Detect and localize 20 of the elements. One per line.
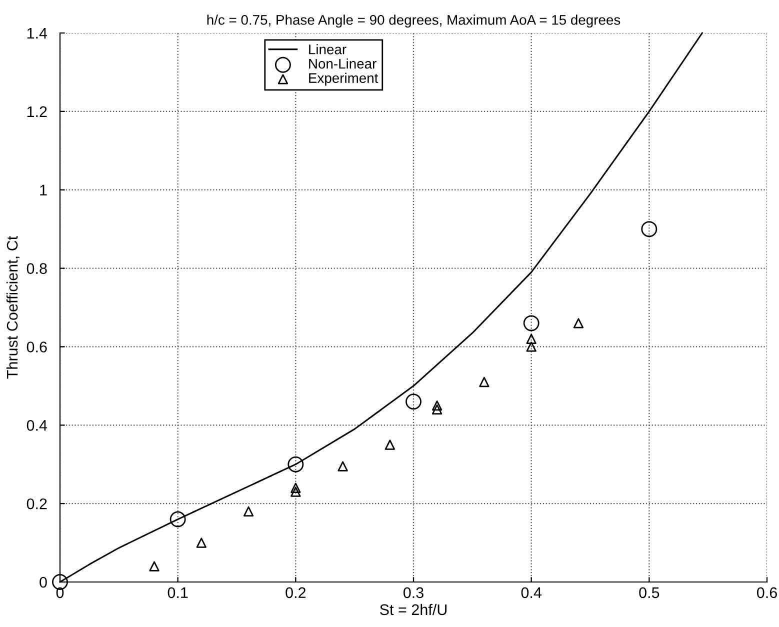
y-tick-label: 0.2 [26, 498, 47, 510]
x-axis-title: St = 2hf/U [380, 604, 447, 616]
x-tick-label: 0.3 [403, 587, 424, 598]
x-tick-label: 0.6 [756, 587, 777, 598]
x-tick-label: 0.5 [639, 587, 660, 598]
y-tick-label: 1.2 [27, 106, 47, 117]
x-tick-label: 0.1 [168, 587, 188, 598]
y-tick-label: 0.4 [26, 420, 48, 431]
x-tick-label: 0.4 [521, 587, 542, 598]
y-tick-label: 0 [40, 576, 47, 588]
legend-label: Experiment [309, 72, 378, 86]
y-tick-label: 1.4 [27, 28, 48, 39]
chart-title: h/c = 0.75, Phase Angle = 90 degrees, Maximum AoA = 15 degrees [207, 14, 620, 28]
x-tick-label: 0.2 [286, 587, 306, 598]
y-tick-label: 0.6 [26, 342, 47, 352]
y-axis-title: Thrust Coefficient, Ct [6, 236, 20, 379]
y-tick-label: 1 [40, 184, 47, 196]
legend-label: Non-Linear [309, 58, 376, 69]
legend-label: Linear [309, 44, 346, 54]
y-tick-label: 0.8 [26, 263, 47, 274]
